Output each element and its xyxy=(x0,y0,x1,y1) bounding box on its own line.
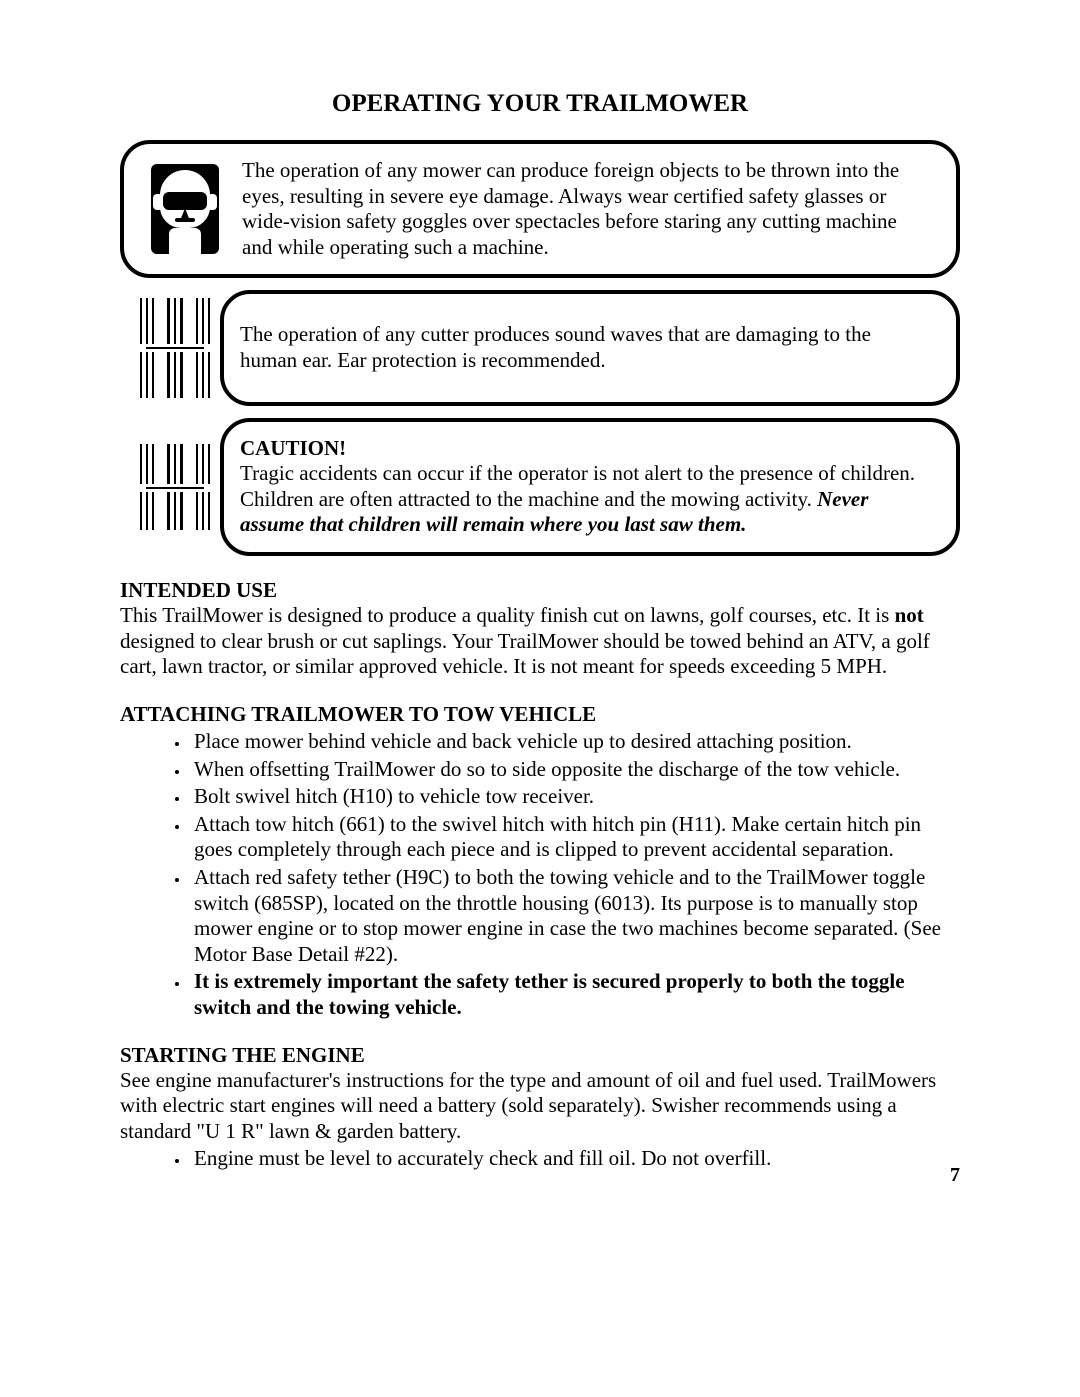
page-number: 7 xyxy=(950,1164,960,1187)
intended-pa: This TrailMower is designed to produce a… xyxy=(120,603,895,627)
warning-text-ear: The operation of any cutter produces sou… xyxy=(240,308,932,387)
page-title: OPERATING YOUR TRAILMOWER xyxy=(120,90,960,118)
caution-text-a: Tragic accidents can occur if the operat… xyxy=(240,461,915,511)
warning-text-eye: The operation of any mower can produce f… xyxy=(242,158,932,260)
list-item: When offsetting TrailMower do so to side… xyxy=(190,757,960,783)
warning-row-caution: CAUTION! Tragic accidents can occur if t… xyxy=(120,418,960,556)
list-item: Attach tow hitch (661) to the swivel hit… xyxy=(190,812,960,863)
heading-starting: STARTING THE ENGINE xyxy=(120,1043,960,1068)
list-item: Engine must be level to accurately check… xyxy=(190,1146,960,1172)
attaching-list: Place mower behind vehicle and back vehi… xyxy=(120,729,960,1021)
section-intended-use: INTENDED USE This TrailMower is designed… xyxy=(120,578,960,680)
list-item: Bolt swivel hitch (H10) to vehicle tow r… xyxy=(190,784,960,810)
list-item: Attach red safety tether (H9C) to both t… xyxy=(190,865,960,967)
intended-pb: not xyxy=(895,603,924,627)
warning-row-ear: The operation of any cutter produces sou… xyxy=(120,290,960,405)
starting-list: Engine must be level to accurately check… xyxy=(120,1146,960,1172)
section-attaching: ATTACHING TRAILMOWER TO TOW VEHICLE Plac… xyxy=(120,702,960,1021)
warning-row-eye: The operation of any mower can produce f… xyxy=(120,140,960,278)
ear-protection-icon xyxy=(130,290,220,405)
children-warning-icon xyxy=(130,442,220,532)
text-intended-use: This TrailMower is designed to produce a… xyxy=(120,603,960,680)
warning-box-caution: CAUTION! Tragic accidents can occur if t… xyxy=(220,418,960,556)
heading-intended-use: INTENDED USE xyxy=(120,578,960,603)
list-item: It is extremely important the safety tet… xyxy=(190,969,960,1020)
caution-content: CAUTION! Tragic accidents can occur if t… xyxy=(240,436,932,538)
warning-box-eye: The operation of any mower can produce f… xyxy=(120,140,960,278)
intended-pc: designed to clear brush or cut saplings.… xyxy=(120,629,930,679)
list-item: Place mower behind vehicle and back vehi… xyxy=(190,729,960,755)
eye-protection-icon xyxy=(140,164,230,254)
heading-attaching: ATTACHING TRAILMOWER TO TOW VEHICLE xyxy=(120,702,960,727)
text-starting: See engine manufacturer's instructions f… xyxy=(120,1068,960,1145)
caution-label: CAUTION! xyxy=(240,436,346,460)
manual-page: OPERATING YOUR TRAILMOWER The operation … xyxy=(0,0,1080,1397)
section-starting: STARTING THE ENGINE See engine manufactu… xyxy=(120,1043,960,1172)
warning-box-ear: The operation of any cutter produces sou… xyxy=(220,290,960,405)
